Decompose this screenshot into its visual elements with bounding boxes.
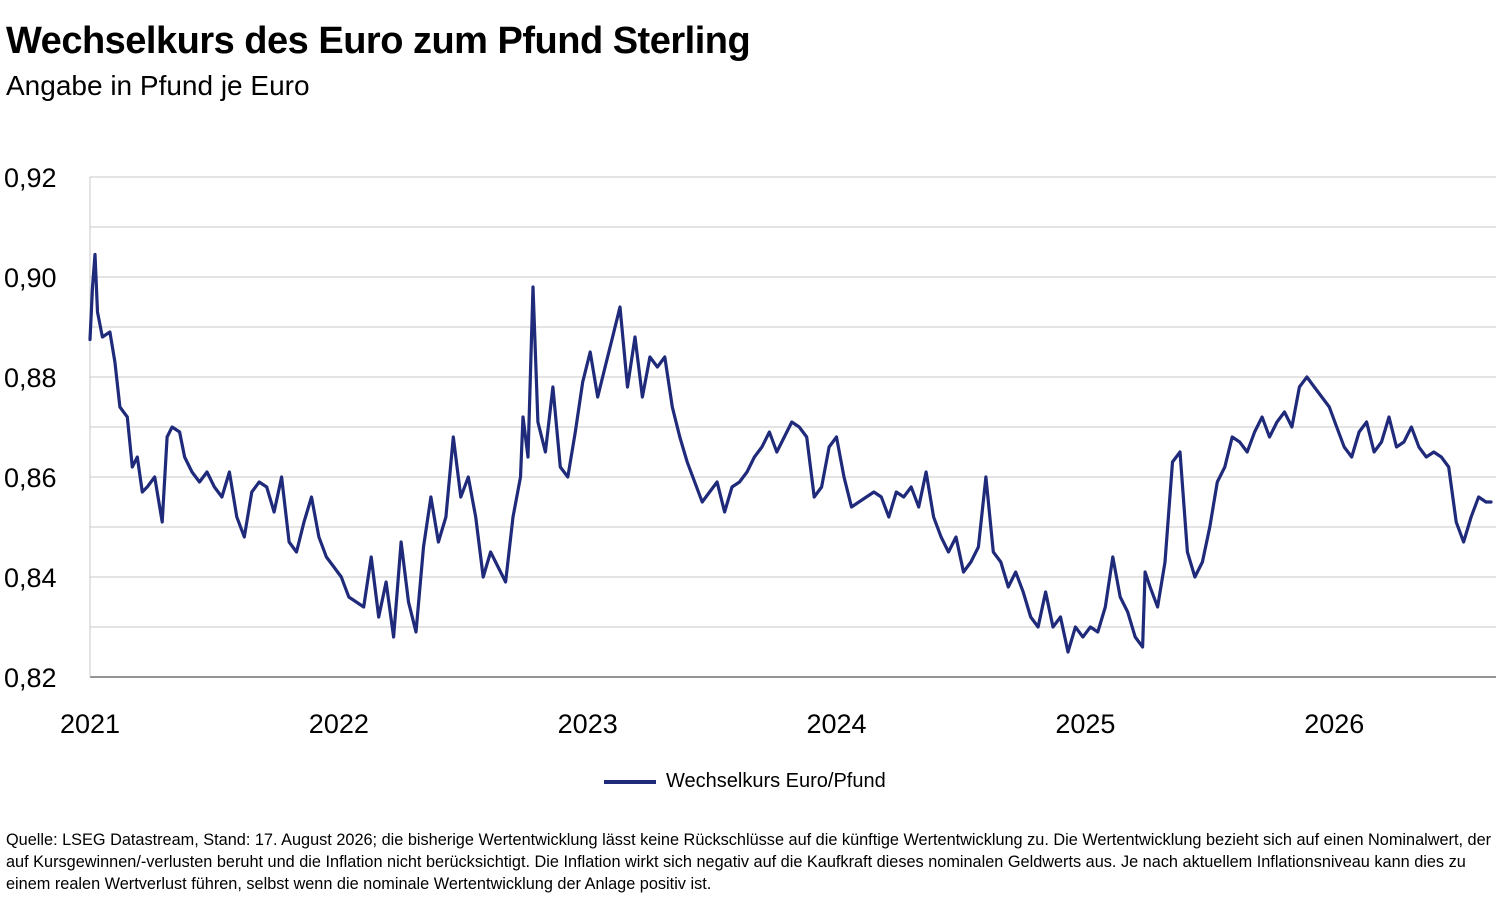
y-tick-label: 0,84 bbox=[4, 563, 57, 593]
series-line-wechselkurs bbox=[88, 252, 1493, 654]
x-tick-label: 2022 bbox=[309, 709, 369, 739]
x-tick-label: 2024 bbox=[807, 709, 867, 739]
y-tick-label: 0,82 bbox=[4, 663, 57, 693]
x-axis-labels: 2021 2022 2023 2024 2025 2026 bbox=[60, 709, 1364, 739]
gridlines bbox=[89, 176, 1496, 678]
source-footnote: Quelle: LSEG Datastream, Stand: 17. Augu… bbox=[6, 831, 1492, 893]
x-tick-label: 2023 bbox=[558, 709, 618, 739]
legend: Wechselkurs Euro/Pfund bbox=[604, 770, 886, 793]
chart-title: Wechselkurs des Euro zum Pfund Sterling bbox=[6, 20, 751, 62]
x-tick-label: 2026 bbox=[1304, 709, 1364, 739]
legend-label: Wechselkurs Euro/Pfund bbox=[666, 770, 886, 792]
series-layer bbox=[88, 252, 1493, 654]
line-chart: 0,820,840,860,880,900,92 2021 2022 2023 202… bbox=[4, 163, 1496, 739]
y-tick-label: 0,86 bbox=[4, 463, 57, 493]
x-tick-label: 2021 bbox=[60, 709, 120, 739]
y-tick-label: 0,88 bbox=[4, 363, 57, 393]
x-tick-label: 2025 bbox=[1055, 709, 1115, 739]
y-tick-label: 0,92 bbox=[4, 163, 57, 193]
legend-swatch bbox=[604, 779, 656, 784]
y-tick-label: 0,90 bbox=[4, 263, 57, 293]
chart-subtitle: Angabe in Pfund je Euro bbox=[6, 70, 310, 101]
y-axis-labels: 0,82 0,84 0,86 0,88 0,90 0,92 bbox=[4, 163, 57, 693]
